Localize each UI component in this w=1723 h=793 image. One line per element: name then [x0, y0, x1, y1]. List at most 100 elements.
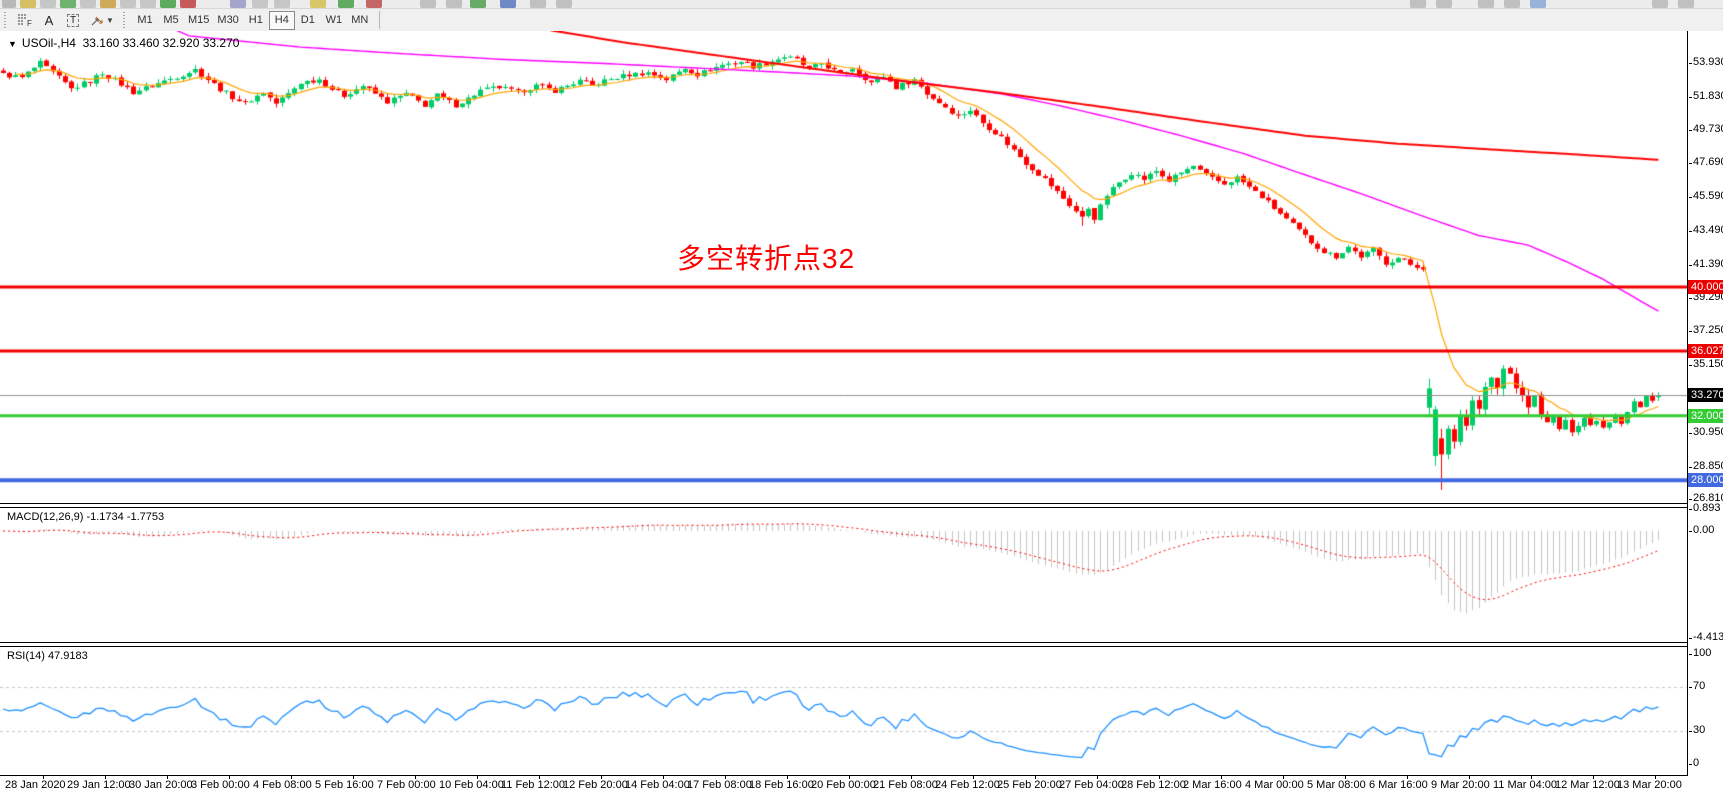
tf-button-mn[interactable]: MN — [347, 11, 373, 30]
price-tick — [1689, 638, 1692, 639]
time-axis-label: 17 Feb 08:00 — [687, 779, 752, 791]
rsi-tick-label: 70 — [1693, 680, 1706, 692]
time-axis-label: 30 Jan 20:00 — [129, 779, 193, 791]
time-tick — [725, 776, 726, 779]
price-tick-label: 41.390 — [1693, 258, 1723, 270]
macd-tick-label: 0.00 — [1693, 524, 1715, 536]
time-axis-label: 13 Mar 20:00 — [1617, 779, 1682, 791]
rsi-canvas[interactable] — [0, 647, 1687, 775]
tf-button-h4[interactable]: H4 — [268, 10, 295, 30]
tf-button-m1[interactable]: M1 — [132, 11, 158, 30]
macd-canvas[interactable] — [0, 508, 1687, 642]
time-tick — [973, 776, 974, 779]
time-axis-label: 10 Feb 04:00 — [439, 779, 504, 791]
top-icon-fragment — [40, 0, 56, 8]
price-tick — [1689, 531, 1692, 532]
time-axis-label: 21 Feb 08:00 — [873, 779, 938, 791]
chevron-down-icon: ▼ — [106, 15, 114, 25]
price-axis: 53.930 51.830 49.730 47.690 45.590 43.490 41.3… — [1687, 31, 1723, 776]
price-tick-label: 39.290 — [1693, 291, 1723, 303]
top-icon-fragment — [60, 0, 76, 8]
macd-tick-label: 0.893 — [1693, 502, 1721, 514]
top-icon-fragment — [470, 0, 486, 8]
price-tick-label: 26.810 — [1693, 492, 1723, 504]
current-price-badge: 33.270 — [1688, 388, 1723, 402]
fibo-grid-glyph: F — [18, 14, 32, 27]
top-icon-fragment — [500, 0, 516, 8]
top-toolbar-partial — [0, 0, 1723, 9]
tf-button-h1[interactable]: H1 — [243, 11, 269, 30]
time-axis-label: 11 Feb 12:00 — [501, 779, 566, 791]
text-tool-button[interactable]: A — [37, 11, 61, 30]
time-axis-label: 20 Feb 00:00 — [811, 779, 876, 791]
time-tick — [601, 776, 602, 779]
price-tick — [1689, 731, 1692, 732]
price-tick-label: 28.850 — [1693, 460, 1723, 472]
text-label-tool-button[interactable]: T — [61, 11, 85, 30]
top-icon-fragment — [310, 0, 326, 8]
toolbar-grip-2[interactable] — [123, 12, 128, 28]
price-tick — [1689, 509, 1692, 510]
time-tick — [1097, 776, 1098, 779]
tf-button-m15[interactable]: M15 — [184, 11, 213, 30]
time-axis-label: 3 Feb 00:00 — [191, 779, 250, 791]
price-tick-label: 51.830 — [1693, 90, 1723, 102]
svg-text:F: F — [27, 19, 32, 27]
time-tick — [1407, 776, 1408, 779]
rsi-label: RSI(14) 47.9183 — [7, 650, 88, 662]
top-icon-fragment — [366, 0, 382, 8]
chart-title: ▼ USOil-,H4 33.160 33.460 32.920 33.270 — [8, 36, 239, 50]
time-axis-label: 9 Mar 20:00 — [1431, 779, 1490, 791]
price-tick — [1689, 687, 1692, 688]
time-axis-label: 5 Feb 16:00 — [315, 779, 374, 791]
top-icon-fragment — [180, 0, 196, 8]
time-tick — [105, 776, 106, 779]
tf-button-d1[interactable]: D1 — [295, 11, 321, 30]
time-tick — [663, 776, 664, 779]
time-axis: 28 Jan 2020 29 Jan 12:00 30 Jan 20:00 3 Feb… — [0, 776, 1723, 793]
hline-price-badge: 32.000 — [1688, 409, 1723, 423]
top-icon-fragment — [120, 0, 136, 8]
top-icon-fragment — [140, 0, 156, 8]
price-tick-label: 49.730 — [1693, 123, 1723, 135]
time-axis-label: 12 Mar 12:00 — [1555, 779, 1620, 791]
time-axis-label: 4 Mar 00:00 — [1245, 779, 1304, 791]
time-tick — [911, 776, 912, 779]
symbol-dropdown-icon[interactable]: ▼ — [8, 39, 17, 49]
time-tick — [1159, 776, 1160, 779]
price-tick — [1689, 433, 1692, 434]
chart-annotation-text[interactable]: 多空转折点32 — [677, 243, 856, 274]
time-axis-label: 14 Feb 04:00 — [625, 779, 690, 791]
tf-button-w1[interactable]: W1 — [321, 11, 347, 30]
toolbar: F A T ▼ M1 M5 M15 M30 H1 H4 D1 W1 MN — [0, 9, 1723, 32]
macd-label: MACD(12,26,9) -1.1734 -1.7753 — [7, 511, 165, 523]
main-chart-canvas[interactable] — [0, 31, 1687, 503]
price-tick — [1689, 499, 1692, 500]
top-icon-fragment — [1436, 0, 1452, 8]
time-axis-label: 12 Feb 20:00 — [563, 779, 628, 791]
price-tick — [1689, 654, 1692, 655]
price-tick-label: 53.930 — [1693, 56, 1723, 68]
time-tick — [477, 776, 478, 779]
time-tick — [353, 776, 354, 779]
tf-button-m30[interactable]: M30 — [213, 11, 242, 30]
top-icon-fragment — [20, 0, 36, 8]
top-icon-fragment — [556, 0, 572, 8]
time-axis-label: 18 Feb 16:00 — [749, 779, 814, 791]
price-tick — [1689, 163, 1692, 164]
top-icon-fragment — [1652, 0, 1668, 8]
fibo-grid-icon[interactable]: F — [13, 11, 37, 30]
rsi-tick-label: 0 — [1693, 757, 1700, 769]
time-axis-label: 2 Mar 16:00 — [1183, 779, 1242, 791]
price-tick — [1689, 764, 1692, 765]
top-icon-fragment — [2, 0, 16, 8]
time-tick — [415, 776, 416, 779]
toolbar-grip[interactable] — [4, 12, 9, 28]
time-tick — [1035, 776, 1036, 779]
price-tick-label: 45.590 — [1693, 190, 1723, 202]
price-tick — [1689, 63, 1692, 64]
time-tick — [1531, 776, 1532, 779]
tf-button-m5[interactable]: M5 — [158, 11, 184, 30]
arrow-style-button[interactable]: ▼ — [85, 11, 119, 30]
